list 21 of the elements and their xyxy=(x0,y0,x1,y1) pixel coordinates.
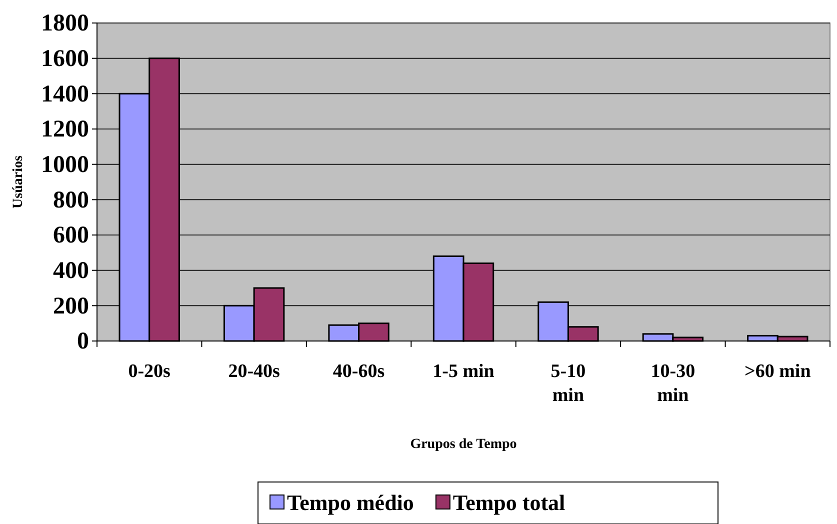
y-tick-label: 800 xyxy=(53,187,89,214)
y-tick-label: 1600 xyxy=(41,46,89,72)
x-tick-label: 1-5 min xyxy=(432,361,495,382)
y-axis-title: Usúarios xyxy=(11,155,26,208)
x-tick-label: 5-10 min xyxy=(550,361,586,406)
y-tick-label: 1000 xyxy=(41,152,89,178)
x-tick-label: 40-60s xyxy=(332,361,385,382)
y-tick-label: 1800 xyxy=(41,10,89,37)
y-tick-label: 200 xyxy=(53,293,89,320)
y-tick-label: 600 xyxy=(53,222,89,249)
x-tick-label: >60 min xyxy=(744,361,812,382)
y-tick-label: 1200 xyxy=(41,116,89,143)
y-tick-label: 400 xyxy=(53,258,89,284)
legend-label: Tempo total xyxy=(452,490,566,515)
x-tick-label: 0-20s xyxy=(128,361,170,382)
x-tick-label: 20-40s xyxy=(228,361,280,382)
y-tick-label: 1400 xyxy=(41,81,89,108)
x-tick-label: 10-30 min xyxy=(650,361,696,406)
y-tick-label: 0 xyxy=(77,328,89,355)
legend-label: Tempo médio xyxy=(287,490,414,515)
x-axis-title: Grupos de Tempo xyxy=(410,437,517,452)
